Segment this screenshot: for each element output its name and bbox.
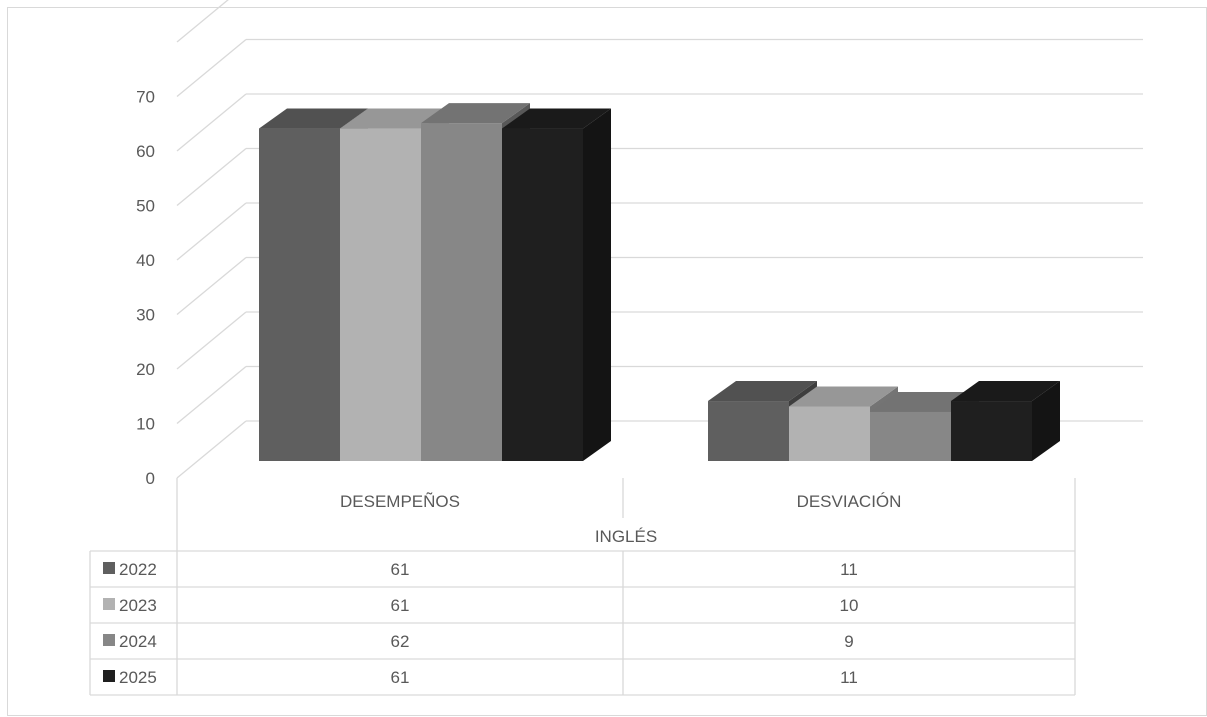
y-tick-label: 20 [136, 360, 155, 379]
legend-label: 2025 [119, 668, 157, 687]
y-tick-label: 10 [136, 415, 155, 434]
table-cell: 61 [391, 596, 410, 615]
gridline-side [176, 202, 247, 261]
table-cell: 61 [391, 560, 410, 579]
gridline-side [176, 93, 247, 152]
bar-front [789, 406, 870, 461]
bars [259, 103, 1060, 462]
gridline-side [176, 38, 247, 98]
category-label-desempenos: DESEMPEÑOS [340, 492, 460, 511]
legend-label: 2024 [119, 632, 157, 651]
bar-top [421, 103, 530, 124]
bar-top [951, 381, 1060, 402]
bar-top [259, 108, 368, 129]
legend-label: 2022 [119, 560, 157, 579]
table-cell: 62 [391, 632, 410, 651]
gridline-side [176, 420, 247, 479]
table-cell: 61 [391, 668, 410, 687]
bar-top [708, 381, 817, 402]
legend-swatch [103, 670, 115, 682]
gridline-side [176, 0, 229, 43]
table-cell: 11 [840, 668, 858, 687]
bar-front [870, 411, 951, 461]
bar-top [502, 108, 611, 129]
legend-label: 2023 [119, 596, 157, 615]
bar-side [1032, 381, 1060, 461]
y-tick-label: 60 [136, 142, 155, 161]
table-cell: 9 [844, 632, 853, 651]
y-tick-label: 40 [136, 251, 155, 270]
y-tick-label: 30 [136, 306, 155, 325]
bar-front [259, 128, 340, 462]
legend-swatch [103, 634, 115, 646]
legend-swatch [103, 598, 115, 610]
bar-front [502, 128, 583, 462]
legend-swatch [103, 562, 115, 574]
gridline-side [176, 147, 247, 207]
category-label-desviacion: DESVIACIÓN [797, 492, 902, 511]
bar-front [421, 123, 502, 461]
gridline-side [176, 365, 247, 425]
y-tick-label: 50 [136, 197, 155, 216]
x-axis-title: INGLÉS [595, 527, 657, 546]
y-axis-ticks: 0 10 20 30 40 50 60 70 [136, 88, 155, 489]
bar [502, 108, 611, 462]
bar-side [583, 108, 611, 462]
bar-front [708, 401, 789, 461]
y-tick-label: 70 [136, 88, 155, 107]
gridline-side [176, 256, 247, 316]
bar-front [340, 128, 421, 462]
y-tick-label: 0 [146, 469, 155, 488]
bar-top [789, 386, 898, 407]
table-cell: 11 [840, 560, 858, 579]
bar [951, 381, 1060, 461]
table-cell: 10 [840, 596, 859, 615]
bar-front [951, 401, 1032, 461]
data-table: DESEMPEÑOS DESVIACIÓN INGLÉS 2022 61 11 202… [89, 478, 1076, 696]
gridline-side [176, 311, 247, 370]
